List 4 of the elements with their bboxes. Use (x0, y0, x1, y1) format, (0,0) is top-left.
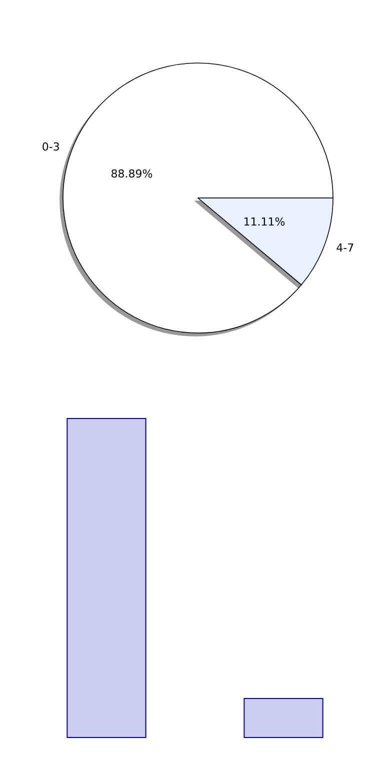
slice-label: 0-3 (42, 140, 60, 154)
data-label: 88.89% (110, 167, 153, 180)
slice-label: 4-7 (336, 241, 354, 254)
data-label: 11.11% (243, 216, 286, 229)
